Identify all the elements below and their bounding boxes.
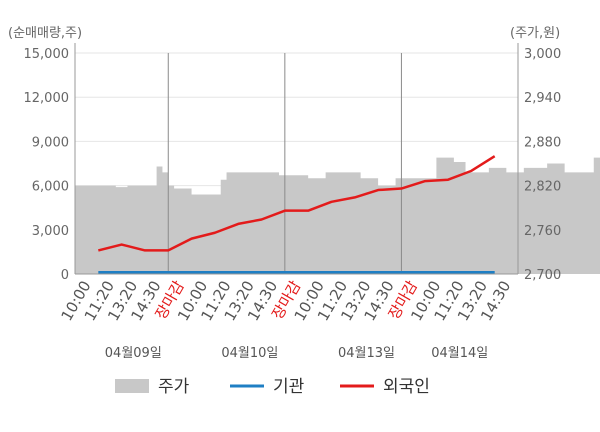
right-tick-label: 2,820 (524, 180, 561, 195)
right-tick-label: 2,760 (524, 224, 561, 239)
date-label: 04월09일 (105, 346, 162, 361)
legend-label: 주가 (158, 377, 190, 397)
right-tick-label: 3,000 (524, 47, 561, 62)
price-area-layer (75, 157, 600, 274)
legend-swatch-price (115, 379, 149, 393)
left-tick-label: 9,000 (32, 135, 69, 150)
left-axis-unit: (순매매량,주) (8, 26, 82, 41)
date-label: 04월13일 (338, 346, 395, 361)
date-label: 04월14일 (431, 346, 488, 361)
left-tick-label: 0 (61, 268, 69, 283)
legend-label: 기관 (273, 377, 304, 397)
right-tick-label: 2,700 (524, 268, 561, 283)
foreign-line (98, 155, 496, 252)
left-tick-label: 15,000 (24, 47, 70, 62)
net-buy-lines (98, 155, 496, 274)
day-separators (167, 53, 402, 274)
price-area (75, 157, 600, 274)
right-axis-unit: (주가,원) (510, 26, 560, 41)
left-tick-label: 3,000 (32, 224, 69, 239)
left-tick-label: 12,000 (24, 91, 70, 106)
right-tick-label: 2,880 (524, 135, 561, 150)
legend-label: 외국인 (383, 377, 430, 397)
right-tick-label: 2,940 (524, 91, 561, 106)
left-tick-label: 6,000 (32, 180, 69, 195)
legend: 주가 기관 외국인 (115, 377, 430, 397)
date-label: 04월10일 (221, 346, 278, 361)
